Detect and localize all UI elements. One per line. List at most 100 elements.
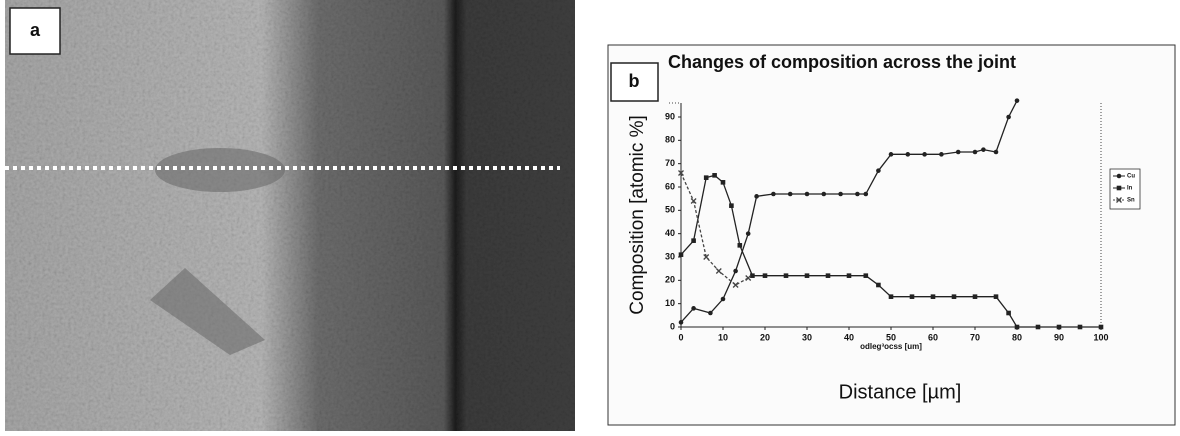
point: [939, 152, 944, 157]
point: [821, 191, 827, 197]
y-axis-label: Composition [atomic %]: [627, 115, 648, 315]
point: [745, 231, 751, 236]
point: [787, 191, 793, 197]
point: [876, 168, 881, 173]
point: [1014, 324, 1020, 330]
point: [972, 294, 978, 299]
point: [737, 243, 743, 248]
point: [1116, 197, 1122, 203]
point: [888, 152, 894, 157]
point: [981, 147, 986, 152]
point: [909, 294, 915, 299]
x-tick-label: 60: [928, 332, 938, 342]
point: [733, 268, 738, 274]
point: [993, 294, 999, 299]
x-tick-label: 30: [802, 332, 812, 342]
y-tick-label: 80: [665, 135, 675, 145]
point: [955, 149, 961, 155]
panel-label: b: [629, 71, 640, 91]
point: [951, 294, 957, 299]
y-tick-label: 10: [665, 298, 675, 308]
point: [1116, 173, 1122, 179]
point: [729, 203, 734, 208]
panel-frame: [607, 44, 1176, 426]
point: [678, 252, 684, 257]
label-box: [9, 7, 61, 55]
point: [691, 306, 696, 311]
point: [863, 273, 869, 278]
point: [691, 238, 696, 243]
legend-label: In: [1127, 186, 1133, 192]
point: [690, 198, 697, 204]
point: [750, 273, 755, 278]
x-tick-label: 50: [886, 332, 896, 342]
x-tick-label: 10: [718, 332, 728, 342]
point: [1056, 324, 1062, 330]
x-tick-label: 0: [678, 332, 683, 342]
point: [825, 273, 831, 278]
point: [1014, 98, 1020, 103]
chart-title: Changes of composition across the joint: [668, 52, 1016, 72]
x-axis-label-small: odleg³ocss [um]: [860, 342, 922, 351]
point: [678, 170, 684, 176]
point: [838, 191, 843, 197]
y-tick-label: 90: [665, 111, 675, 121]
micrograph: [5, 0, 575, 431]
point: [1006, 114, 1011, 120]
point: [732, 282, 739, 288]
y-tick-label: 30: [665, 251, 675, 261]
point: [754, 194, 759, 199]
point: [804, 191, 810, 197]
y-tick-label: 20: [665, 275, 675, 285]
panel-label: a: [30, 20, 41, 40]
legend-label: Sn: [1127, 198, 1135, 204]
point: [888, 294, 894, 299]
point: [1116, 185, 1122, 191]
point: [720, 296, 726, 302]
point: [1098, 324, 1104, 330]
point: [678, 320, 684, 325]
point: [703, 175, 709, 180]
x-tick-label: 100: [1093, 332, 1108, 342]
point: [712, 173, 717, 178]
point: [1077, 324, 1083, 330]
y-tick-label: 40: [665, 228, 675, 238]
x-tick-label: 70: [970, 332, 980, 342]
point: [715, 268, 722, 274]
x-tick-label: 40: [844, 332, 854, 342]
point: [930, 294, 936, 299]
point: [708, 310, 713, 316]
point: [703, 254, 710, 260]
y-tick-label: 0: [670, 321, 675, 331]
series-line: [680, 172, 749, 286]
point: [762, 273, 768, 278]
y-tick-label: 70: [665, 158, 675, 168]
point: [771, 191, 776, 197]
point: [745, 275, 752, 281]
plot: 0 10 20 30 40 50 60 70 80 90 0 10 20 30 40 50 60 70 80 90 10…: [665, 98, 1141, 342]
point: [804, 273, 810, 278]
label-box: [610, 62, 659, 102]
point: [855, 191, 860, 197]
point: [876, 282, 881, 288]
point: [972, 149, 978, 155]
legend-box: [1109, 168, 1141, 210]
point: [1006, 310, 1011, 316]
point: [1035, 324, 1041, 330]
point: [720, 180, 726, 185]
point: [922, 152, 927, 157]
point: [846, 273, 852, 278]
x-tick-label: 90: [1054, 332, 1064, 342]
point: [993, 149, 999, 155]
x-tick-label: 80: [1012, 332, 1022, 342]
y-tick-label: 50: [665, 205, 675, 215]
y-tick-label: 60: [665, 181, 675, 191]
x-tick-label: 20: [760, 332, 770, 342]
point: [783, 273, 789, 278]
legend-label: Cu: [1127, 174, 1135, 180]
point: [905, 152, 911, 157]
point: [863, 191, 869, 197]
x-axis-label: Distance [µm]: [839, 381, 962, 403]
